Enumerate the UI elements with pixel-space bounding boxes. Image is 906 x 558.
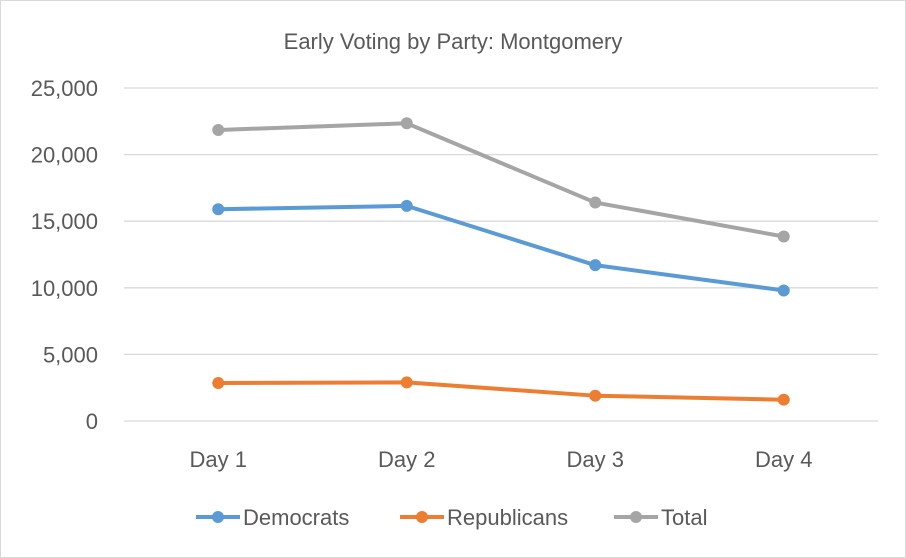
data-point — [212, 123, 225, 136]
series-total — [212, 117, 790, 243]
series-republicans — [212, 376, 790, 406]
data-point — [589, 259, 602, 272]
legend-label: Democrats — [243, 505, 349, 530]
legend-label: Total — [661, 505, 707, 530]
data-point — [400, 199, 413, 212]
y-tick-label: 20,000 — [31, 143, 98, 168]
series-line — [216, 380, 786, 402]
data-point — [212, 203, 225, 216]
series-line — [216, 203, 786, 293]
x-tick-label: Day 3 — [567, 447, 624, 472]
legend-item: Democrats — [196, 505, 349, 530]
series-group — [212, 117, 790, 406]
data-point — [777, 393, 790, 406]
x-tick-label: Day 4 — [755, 447, 812, 472]
x-tick-label: Day 1 — [190, 447, 247, 472]
y-tick-label: 10,000 — [31, 276, 98, 301]
legend-item: Republicans — [400, 505, 568, 530]
legend-swatch-marker — [416, 511, 428, 523]
y-tick-label: 25,000 — [31, 76, 98, 101]
legend-item: Total — [614, 505, 707, 530]
legend-label: Republicans — [447, 505, 568, 530]
series-line — [216, 121, 786, 239]
legend: Democrats Republicans Total — [196, 505, 707, 530]
data-point — [400, 117, 413, 130]
legend-swatch-marker — [212, 511, 224, 523]
y-tick-label: 5,000 — [43, 342, 98, 367]
legend-swatch-marker — [630, 511, 642, 523]
chart-title: Early Voting by Party: Montgomery — [284, 29, 623, 54]
y-tick-label: 15,000 — [31, 209, 98, 234]
gridlines — [124, 87, 878, 422]
data-point — [212, 377, 225, 390]
series-democrats — [212, 199, 790, 297]
y-tick-label: 0 — [86, 409, 98, 434]
data-point — [589, 196, 602, 209]
data-point — [777, 230, 790, 243]
data-point — [777, 284, 790, 297]
x-axis-ticks: Day 1 Day 2 Day 3 Day 4 — [190, 447, 813, 472]
data-point — [400, 376, 413, 389]
x-tick-label: Day 2 — [378, 447, 435, 472]
y-axis-ticks: 0 5,000 10,000 15,000 20,000 25,000 — [31, 76, 98, 434]
data-point — [589, 389, 602, 402]
